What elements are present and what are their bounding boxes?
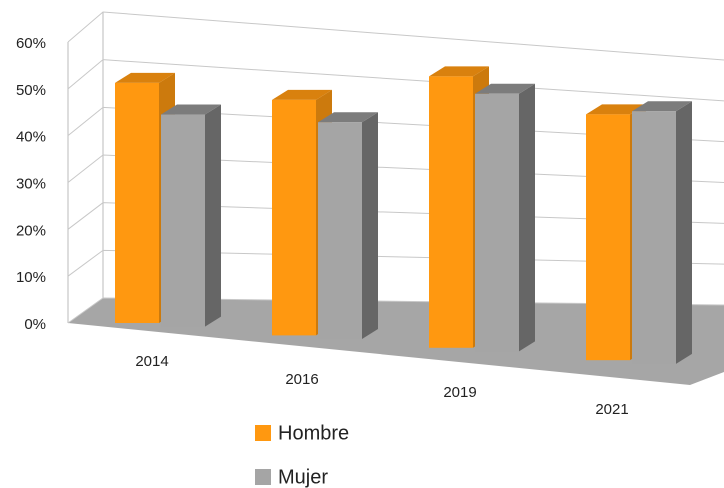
bar-top: [586, 104, 646, 115]
bar-top: [632, 101, 692, 112]
bar: [586, 114, 630, 361]
x-tick-label: 2016: [285, 371, 318, 388]
bar-top: [272, 89, 332, 100]
bar-side: [205, 104, 221, 327]
y-tick-label: 20%: [16, 222, 46, 239]
y-tick-label: 40%: [16, 129, 46, 146]
y-tick-label: 50%: [16, 82, 46, 99]
bar: [272, 99, 316, 336]
y-tick-label: 10%: [16, 269, 46, 286]
bar-top: [318, 112, 378, 123]
bar: [632, 111, 676, 364]
x-tick-label: 2019: [443, 384, 476, 401]
bar-top: [475, 83, 535, 94]
y-tick-label: 30%: [16, 175, 46, 192]
legend-label: Mujer: [278, 466, 328, 488]
grid-line: [67, 11, 724, 61]
y-tick-label: 60%: [16, 35, 46, 52]
bar: [161, 114, 205, 327]
bar: [429, 76, 473, 348]
y-tick-label: 0%: [24, 316, 46, 333]
legend-swatch: [255, 469, 271, 485]
bar: [318, 122, 362, 340]
legend-swatch: [255, 425, 271, 441]
bar: [115, 82, 159, 324]
bar-side: [519, 83, 535, 352]
bar-top: [429, 66, 489, 77]
legend-label: Hombre: [278, 422, 349, 444]
bar-side: [362, 112, 378, 340]
bar: [475, 93, 519, 352]
bar-top: [161, 104, 221, 115]
floor: [68, 298, 724, 385]
bar-side: [676, 101, 692, 364]
x-tick-label: 2014: [135, 353, 168, 370]
bar-top: [115, 72, 175, 83]
x-tick-label: 2021: [595, 401, 628, 418]
